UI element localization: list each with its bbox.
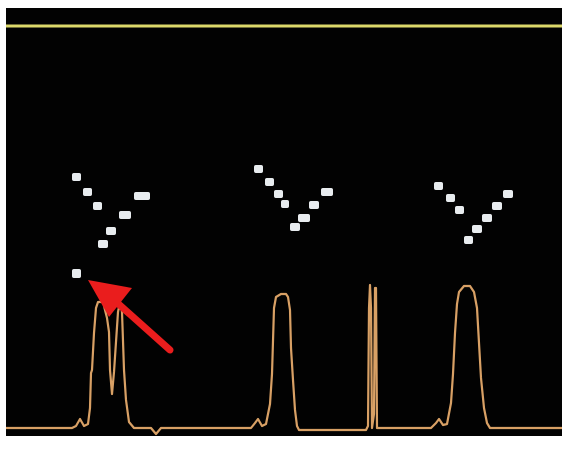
- marker-cluster-2: [254, 165, 333, 231]
- marker-dot: [472, 225, 482, 233]
- marker-dot: [281, 200, 289, 208]
- red-arrow-head: [88, 280, 132, 317]
- marker-cluster-3: [434, 182, 513, 244]
- marker-dot: [503, 190, 513, 198]
- marker-dot: [298, 214, 310, 222]
- red-arrow-icon: [88, 280, 174, 354]
- marker-dot: [309, 201, 319, 209]
- marker-dot: [93, 202, 102, 210]
- marker-dot: [254, 165, 263, 173]
- marker-dot: [482, 214, 492, 222]
- marker-dot: [274, 190, 283, 198]
- red-arrow-shaft: [110, 296, 174, 354]
- marker-dot: [265, 178, 274, 186]
- marker-dot: [83, 188, 92, 196]
- marker-dot: [492, 202, 502, 210]
- marker-dot: [72, 269, 81, 278]
- marker-cluster-1: [72, 173, 150, 278]
- marker-dot: [455, 206, 464, 214]
- marker-dot: [72, 173, 81, 181]
- marker-dot: [446, 194, 455, 202]
- trace-canvas: [6, 24, 562, 436]
- marker-dot: [106, 227, 116, 235]
- marker-dot: [321, 188, 333, 196]
- marker-dot: [98, 240, 108, 248]
- marker-dot: [434, 182, 443, 190]
- waveform-trace: [6, 283, 562, 436]
- marker-dot: [119, 211, 131, 219]
- marker-dot: [464, 236, 473, 244]
- marker-dot: [290, 223, 300, 231]
- monitor-screen: [6, 8, 562, 436]
- marker-dot: [134, 192, 150, 200]
